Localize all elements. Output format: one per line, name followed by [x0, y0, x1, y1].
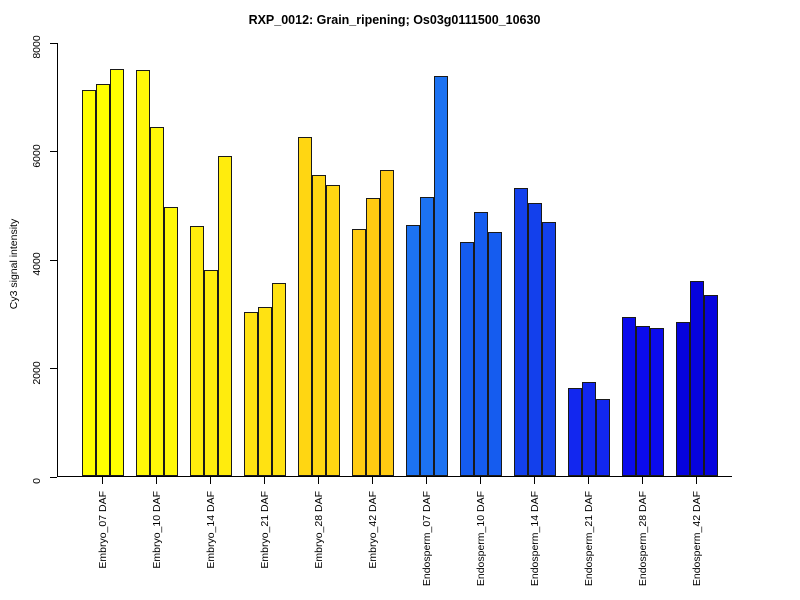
- bar: [542, 222, 556, 476]
- x-axis-category-label-text: Embryo_28 DAF: [313, 491, 325, 569]
- bar-group: [136, 43, 178, 476]
- bar-group: [298, 43, 340, 476]
- y-tick-mark: [50, 42, 57, 44]
- bar-group: [568, 43, 610, 476]
- x-tick-mark: [102, 477, 103, 484]
- bar-group: [460, 43, 502, 476]
- x-axis-category-label-text: Endosperm_14 DAF: [529, 491, 541, 587]
- bar: [420, 197, 434, 476]
- y-tick-label-text: 2000: [31, 360, 43, 385]
- bar: [298, 137, 312, 476]
- x-tick-mark: [264, 477, 265, 484]
- bar: [622, 317, 636, 476]
- bar: [110, 69, 124, 476]
- y-tick-mark: [50, 259, 57, 261]
- x-axis-category-label-text: Embryo_21 DAF: [259, 491, 271, 569]
- x-tick-mark: [480, 477, 481, 484]
- bar: [218, 156, 232, 476]
- bar: [164, 207, 178, 476]
- x-axis-category-label-text: Endosperm_21 DAF: [583, 491, 595, 587]
- chart-title: RXP_0012: Grain_ripening; Os03g0111500_1…: [248, 13, 541, 27]
- y-tick-mark: [50, 151, 57, 152]
- x-tick-mark: [534, 477, 535, 484]
- bar: [474, 212, 488, 476]
- bar: [258, 307, 272, 476]
- bar: [636, 326, 650, 476]
- x-axis-category-label-text: Embryo_10 DAF: [151, 491, 163, 569]
- x-tick-mark: [372, 477, 373, 484]
- x-axis-category-label-text: Endosperm_10 DAF: [475, 491, 487, 587]
- x-tick-mark: [318, 477, 319, 484]
- bar: [312, 175, 326, 476]
- bar: [326, 185, 340, 476]
- bar: [650, 328, 664, 476]
- x-tick-mark: [156, 477, 157, 484]
- bar: [528, 203, 542, 476]
- bar: [366, 198, 380, 476]
- plot-area: [57, 43, 732, 477]
- bar-group: [82, 43, 124, 476]
- x-axis-category-label-text: Embryo_14 DAF: [205, 491, 217, 569]
- x-tick-mark: [588, 477, 589, 484]
- bar: [434, 76, 448, 476]
- x-axis-category-label-text: Embryo_07 DAF: [97, 491, 109, 569]
- bar: [136, 70, 150, 476]
- bar: [514, 188, 528, 476]
- x-tick-mark: [696, 477, 697, 484]
- x-tick-mark: [210, 477, 211, 484]
- bar-group: [352, 43, 394, 476]
- y-tick-label-text: 8000: [31, 35, 43, 59]
- y-axis-label-text: Cy3 signal intensity: [8, 218, 20, 310]
- bar-group: [622, 43, 664, 476]
- bar: [596, 399, 610, 476]
- bar: [96, 84, 110, 476]
- bar: [690, 281, 704, 476]
- bar-group: [676, 43, 718, 476]
- bar: [244, 312, 258, 476]
- y-tick-mark: [50, 476, 57, 478]
- bar: [406, 225, 420, 476]
- x-axis-category-label-text: Endosperm_28 DAF: [637, 491, 649, 587]
- bar: [676, 322, 690, 476]
- bar: [460, 242, 474, 476]
- bar-group: [190, 43, 232, 476]
- bar: [190, 226, 204, 476]
- bar: [380, 170, 394, 476]
- bar: [150, 127, 164, 476]
- y-tick-mark: [50, 368, 57, 369]
- x-axis-category-label-text: Endosperm_42 DAF: [691, 491, 703, 587]
- bar: [704, 295, 718, 476]
- y-tick-label-text: 4000: [31, 252, 43, 276]
- x-axis-category-label-text: Embryo_42 DAF: [367, 491, 379, 569]
- x-axis-category-label-text: Endosperm_07 DAF: [421, 491, 433, 587]
- bar: [82, 90, 96, 476]
- bar: [352, 229, 366, 476]
- bar-group: [244, 43, 286, 476]
- bar-group: [514, 43, 556, 476]
- y-tick-label-text: 6000: [31, 143, 43, 168]
- x-tick-mark: [642, 477, 643, 484]
- bar-group: [406, 43, 448, 476]
- x-tick-mark: [426, 477, 427, 484]
- bar: [204, 270, 218, 476]
- bar: [582, 382, 596, 476]
- bar: [488, 232, 502, 476]
- bar: [272, 283, 286, 476]
- bar: [568, 388, 582, 476]
- y-tick-label-text: 0: [31, 478, 43, 484]
